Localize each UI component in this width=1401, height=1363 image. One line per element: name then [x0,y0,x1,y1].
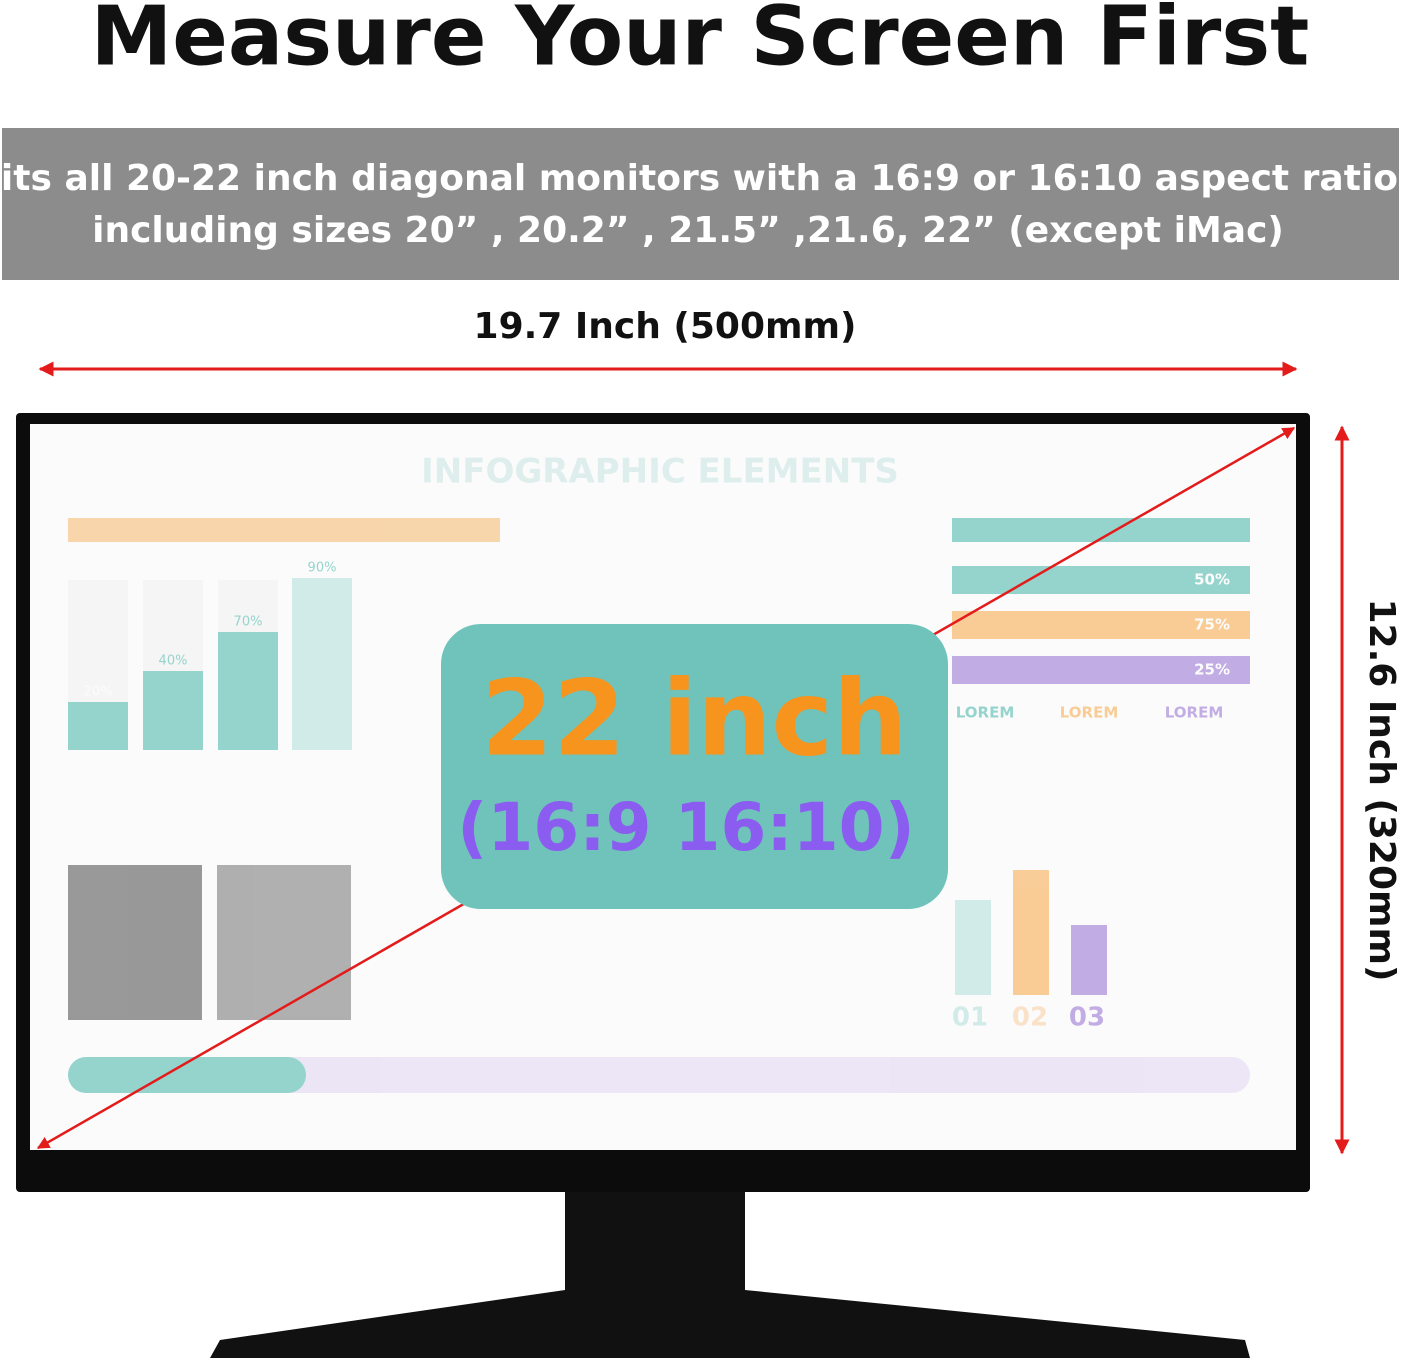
screen-text: 50% [1194,571,1230,589]
screen-text: LOREM [956,704,1015,722]
badge [441,624,948,909]
banner-line: Fits all 20-22 inch diagonal monitors wi… [0,158,1401,199]
screen-shape [68,702,128,750]
screen-text: 25% [1194,661,1230,679]
screen-text: 03 [1069,1003,1105,1033]
screen-text: 90% [308,561,337,576]
title: Measure Your Screen First [91,0,1310,84]
screen-shape [292,578,352,750]
stand [210,1190,1250,1358]
banner-line: including sizes 20” , 20.2” , 21.5” ,21.… [92,210,1284,251]
screen-shape [1071,925,1107,995]
screen-shape [1013,870,1049,995]
screen-text: 02 [1012,1003,1048,1033]
width-label: 19.7 Inch (500mm) [474,306,857,347]
screen-text: 75% [1194,616,1230,634]
screen-text: 70% [234,615,263,630]
screen-text: 40% [159,654,188,669]
badge-size: 22 inch [481,657,907,779]
badge-ratio: (16:9 16:10) [457,789,915,866]
screen-card [217,865,351,1020]
screen-shape [218,632,278,750]
screen-text: 20% [84,685,113,700]
screen-text: LOREM [1165,704,1224,722]
screen-text: 01 [952,1003,988,1033]
banner [2,128,1399,280]
screen-shape [955,900,991,995]
screen-heading: INFOGRAPHIC ELEMENTS [421,452,899,492]
screen-card [68,865,202,1020]
height-label: 12.6 Inch (320mm) [1361,599,1401,982]
screen-text: LOREM [1060,704,1119,722]
screen-strip [68,518,500,542]
screen-shape [143,671,203,750]
